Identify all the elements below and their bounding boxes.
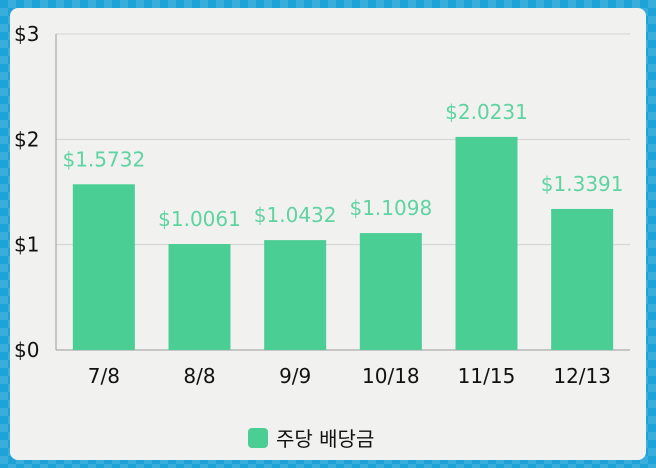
- y-tick-label: $1: [14, 233, 39, 257]
- bar[interactable]: [551, 208, 614, 350]
- data-label: $1.0061: [158, 207, 241, 231]
- y-tick-label: $2: [14, 127, 39, 151]
- legend-swatch: [248, 428, 268, 448]
- data-label: $1.5732: [62, 147, 145, 171]
- x-tick-label: 11/15: [458, 364, 516, 388]
- x-tick-label: 10/18: [362, 364, 420, 388]
- chart-card: $0 $1 $2 $3 $1.5732 $1.0061 $1.0432 $1.1098 $2.…: [10, 8, 646, 460]
- legend-label: 주당 배당금: [276, 427, 374, 451]
- y-tick-label: $3: [14, 22, 39, 46]
- data-label: $1.1098: [349, 196, 432, 220]
- grid-lines: [55, 33, 630, 351]
- bar[interactable]: [168, 244, 231, 350]
- x-axis-ticks: 7/8 8/8 9/9 10/18 11/15 12/13: [88, 364, 611, 388]
- data-label: $2.0231: [445, 100, 528, 124]
- legend[interactable]: 주당 배당금: [248, 427, 374, 451]
- bar[interactable]: [264, 240, 327, 350]
- bar[interactable]: [72, 184, 135, 350]
- x-tick-label: 9/9: [279, 364, 311, 388]
- bar-chart: $0 $1 $2 $3 $1.5732 $1.0061 $1.0432 $1.1098 $2.…: [14, 22, 630, 451]
- x-tick-label: 12/13: [553, 364, 611, 388]
- bar[interactable]: [359, 233, 422, 350]
- bars: [72, 136, 614, 350]
- x-tick-label: 8/8: [183, 364, 215, 388]
- y-tick-label: $0: [14, 338, 39, 362]
- data-label: $1.3391: [541, 172, 624, 196]
- data-labels: $1.5732 $1.0061 $1.0432 $1.1098 $2.0231 $1.33…: [62, 100, 623, 231]
- bar[interactable]: [455, 136, 518, 350]
- data-label: $1.0432: [254, 203, 337, 227]
- y-axis-ticks: $0 $1 $2 $3: [14, 22, 39, 362]
- x-tick-label: 7/8: [88, 364, 120, 388]
